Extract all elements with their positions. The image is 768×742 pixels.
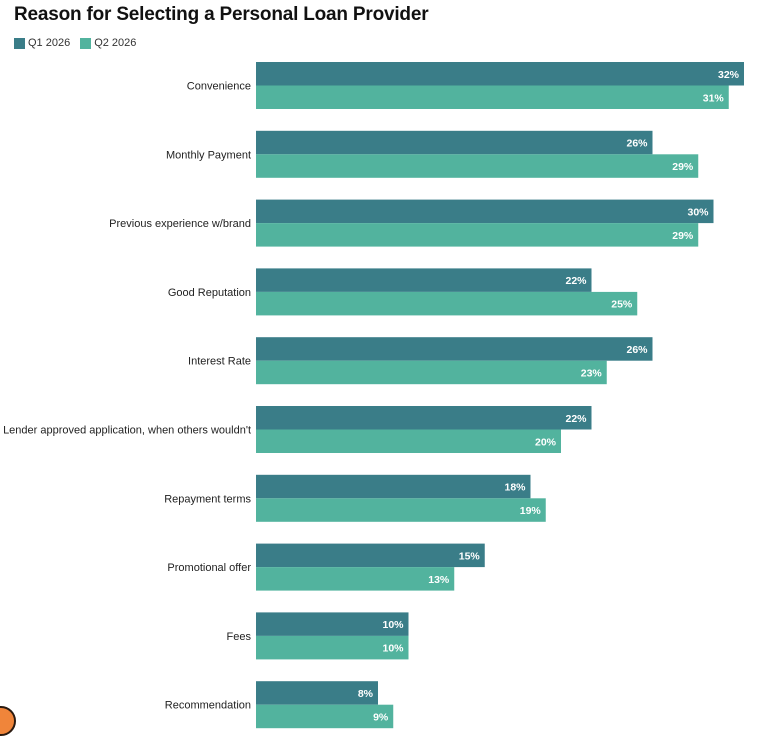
category-label-promotional-offer: Promotional offer [167,562,251,574]
value-label-q1-2026-promotional-offer: 15% [459,550,481,562]
bar-q1-2026-fees [256,612,409,636]
bar-q1-2026-repayment-terms [256,474,531,499]
value-label-q2-2026-previous-experience-w-brand: 29% [672,230,694,242]
bar-q2-2026-good-reputation [256,291,638,316]
category-label-repayment-terms: Repayment terms [164,493,251,505]
chart-title: Reason for Selecting a Personal Loan Pro… [14,4,429,25]
category-label-previous-experience-w-brand: Previous experience w/brand [109,218,251,230]
bar-q2-2026-fees [256,635,409,660]
value-label-q1-2026-interest-rate: 26% [626,344,648,356]
legend-label-q1: Q1 2026 [28,37,71,49]
value-label-q2-2026-convenience: 31% [703,92,725,104]
chart-legend: Q1 2026 Q2 2026 [14,37,136,49]
value-label-q1-2026-recommendation: 8% [358,688,374,700]
category-label-interest-rate: Interest Rate [188,356,251,368]
bar-q2-2026-repayment-terms [256,498,546,522]
bar-q1-2026-previous-experience-w-brand [256,199,714,224]
category-label-fees: Fees [227,631,252,643]
bar-q2-2026-previous-experience-w-brand [256,223,699,247]
bar-q1-2026-monthly-payment [256,130,653,155]
bar-q1-2026-lender-approved-application-when-others-wouldn-t [256,406,592,430]
value-label-q2-2026-promotional-offer: 13% [428,574,450,586]
bar-q1-2026-good-reputation [256,268,592,292]
value-label-q2-2026-lender-approved-application-when-others-wouldn-t: 20% [535,436,557,448]
legend-swatch-q1 [14,37,25,49]
category-label-good-reputation: Good Reputation [168,287,251,299]
value-label-q1-2026-lender-approved-application-when-others-wouldn-t: 22% [565,413,587,425]
value-label-q1-2026-convenience: 32% [718,69,740,81]
bar-q1-2026-interest-rate [256,337,653,361]
value-label-q2-2026-repayment-terms: 19% [520,505,542,517]
legend-entry-q2: Q2 2026 [80,37,136,49]
legend-entry-q1: Q1 2026 [14,37,70,49]
value-label-q1-2026-monthly-payment: 26% [626,138,648,150]
bar-q1-2026-promotional-offer [256,543,485,568]
category-label-recommendation: Recommendation [165,700,251,712]
bar-q2-2026-recommendation [256,704,394,729]
value-label-q2-2026-interest-rate: 23% [581,367,603,379]
category-label-lender-approved-application-when-others-wouldn-t: Lender approved application, when others… [3,425,251,437]
category-label-convenience: Convenience [187,81,251,93]
value-label-q2-2026-good-reputation: 25% [611,299,633,311]
legend-label-q2: Q2 2026 [94,37,137,49]
value-label-q1-2026-repayment-terms: 18% [504,482,526,494]
value-label-q2-2026-fees: 10% [382,643,404,655]
value-label-q1-2026-previous-experience-w-brand: 30% [687,206,709,218]
value-label-q1-2026-fees: 10% [382,619,404,631]
bar-q2-2026-promotional-offer [256,567,455,591]
bar-q2-2026-monthly-payment [256,154,699,178]
category-label-monthly-payment: Monthly Payment [166,149,251,161]
bar-q2-2026-lender-approved-application-when-others-wouldn-t [256,429,561,453]
value-label-q2-2026-recommendation: 9% [373,711,389,723]
value-label-q1-2026-good-reputation: 22% [565,275,587,287]
legend-swatch-q2 [80,37,92,49]
bar-q2-2026-interest-rate [256,360,607,385]
bar-q2-2026-convenience [256,85,729,109]
bar-q1-2026-recommendation [256,681,378,705]
value-label-q2-2026-monthly-payment: 29% [672,161,694,173]
bar-q1-2026-convenience [256,62,744,86]
